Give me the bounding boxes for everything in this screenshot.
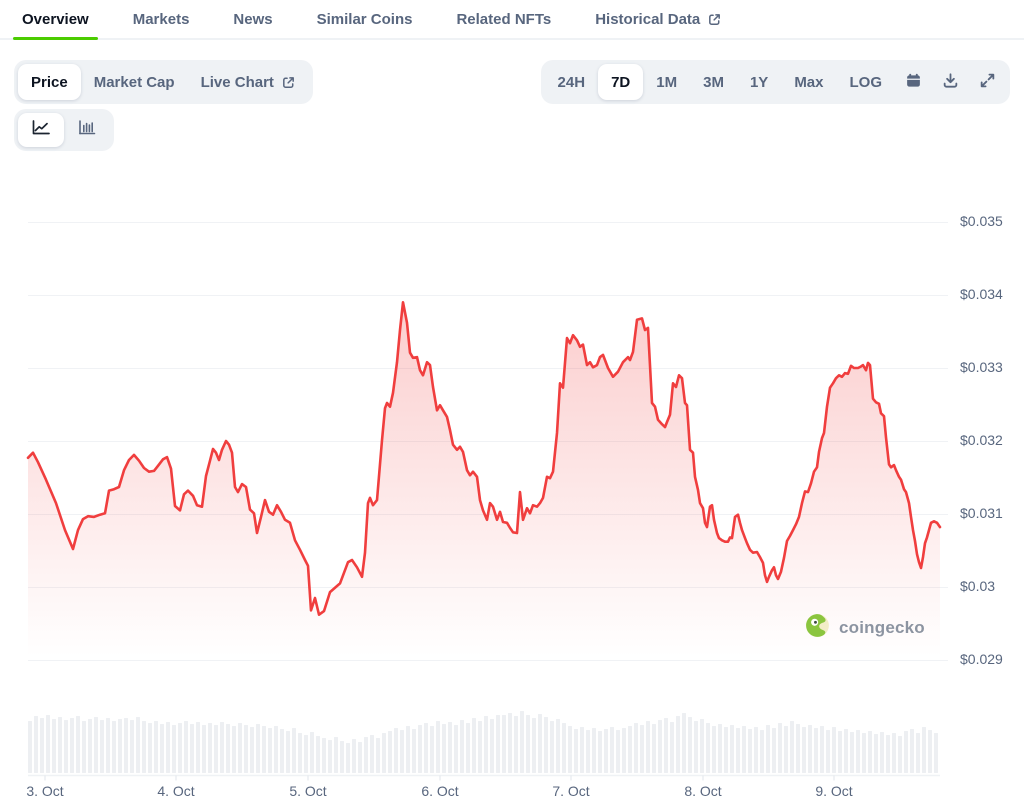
- live-chart-button[interactable]: Live Chart: [188, 64, 309, 100]
- y-axis-label: $0.033: [960, 359, 1003, 375]
- y-axis-label: $0.03: [960, 578, 996, 594]
- x-axis-baseline: [28, 774, 940, 781]
- range-24h-button[interactable]: 24H: [545, 64, 599, 100]
- y-axis-label: $0.031: [960, 505, 1003, 521]
- volume-bars: [28, 711, 938, 773]
- x-axis-label: 6. Oct: [421, 783, 459, 799]
- y-axis-label: $0.035: [960, 213, 1003, 229]
- tab-overview[interactable]: Overview: [13, 0, 98, 40]
- x-axis-label: 4. Oct: [157, 783, 195, 799]
- range-7d-label: 7D: [611, 73, 631, 91]
- y-axis-label: $0.029: [960, 651, 1003, 667]
- y-axis-label: $0.032: [960, 432, 1003, 448]
- date-range-button[interactable]: [895, 64, 932, 100]
- page-tabs: Overview Markets News Similar Coins Rela…: [0, 0, 1024, 40]
- range-3m-label: 3M: [703, 73, 724, 91]
- tab-news-label: News: [233, 10, 273, 28]
- x-axis-label: 8. Oct: [684, 783, 722, 799]
- download-icon: [942, 72, 959, 93]
- tab-similar-coins[interactable]: Similar Coins: [317, 0, 413, 38]
- tab-historical-data[interactable]: Historical Data: [595, 0, 722, 38]
- x-axis-label: 9. Oct: [815, 783, 853, 799]
- range-1y-button[interactable]: 1Y: [737, 64, 781, 100]
- tab-related-nfts-label: Related NFTs: [456, 10, 552, 28]
- tab-markets-label: Markets: [132, 10, 190, 28]
- log-scale-label: LOG: [849, 73, 883, 91]
- calendar-icon: [905, 72, 922, 93]
- tab-overview-label: Overview: [22, 10, 89, 28]
- coingecko-watermark: coingecko: [804, 612, 925, 644]
- bar-chart-icon: [77, 119, 97, 141]
- log-scale-button[interactable]: LOG: [837, 64, 896, 100]
- market-cap-toggle-button[interactable]: Market Cap: [81, 64, 188, 100]
- tab-markets[interactable]: Markets: [133, 0, 190, 38]
- bar-chart-type-button[interactable]: [64, 113, 110, 147]
- tab-news[interactable]: News: [233, 0, 272, 38]
- range-1y-label: 1Y: [749, 73, 769, 91]
- range-max-button[interactable]: Max: [781, 64, 836, 100]
- x-axis-label: 7. Oct: [552, 783, 590, 799]
- tab-historical-data-label: Historical Data: [595, 10, 701, 28]
- fullscreen-button[interactable]: [969, 64, 1006, 100]
- tab-similar-coins-label: Similar Coins: [316, 10, 413, 28]
- range-3m-button[interactable]: 3M: [690, 64, 737, 100]
- range-7d-button[interactable]: 7D: [598, 64, 644, 100]
- coingecko-logo-icon: [804, 612, 831, 644]
- fullscreen-icon: [979, 72, 996, 93]
- tab-related-nfts[interactable]: Related NFTs: [456, 0, 551, 38]
- range-max-label: Max: [794, 73, 824, 91]
- line-chart-type-button[interactable]: [18, 113, 64, 147]
- view-toggle-group: Price Market Cap Live Chart: [14, 60, 313, 104]
- live-chart-label: Live Chart: [200, 73, 274, 91]
- external-link-icon: [707, 12, 722, 27]
- download-chart-button[interactable]: [932, 64, 969, 100]
- range-1m-button[interactable]: 1M: [643, 64, 690, 100]
- range-toggle-group: 24H 7D 1M 3M 1Y Max LOG: [540, 60, 1010, 104]
- market-cap-toggle-label: Market Cap: [93, 73, 175, 91]
- price-toggle-button[interactable]: Price: [18, 64, 81, 100]
- chart-type-toggle-group: [14, 109, 114, 151]
- price-line: [26, 301, 942, 616]
- line-chart-icon: [31, 119, 51, 141]
- range-1m-label: 1M: [656, 73, 678, 91]
- x-axis-label: 3. Oct: [26, 783, 64, 799]
- price-toggle-label: Price: [31, 73, 68, 91]
- coingecko-watermark-text: coingecko: [839, 618, 925, 637]
- external-link-icon: [281, 75, 296, 90]
- y-axis-label: $0.034: [960, 286, 1003, 302]
- price-area-fill: [28, 302, 940, 660]
- x-axis-label: 5. Oct: [289, 783, 327, 799]
- range-24h-label: 24H: [557, 73, 586, 91]
